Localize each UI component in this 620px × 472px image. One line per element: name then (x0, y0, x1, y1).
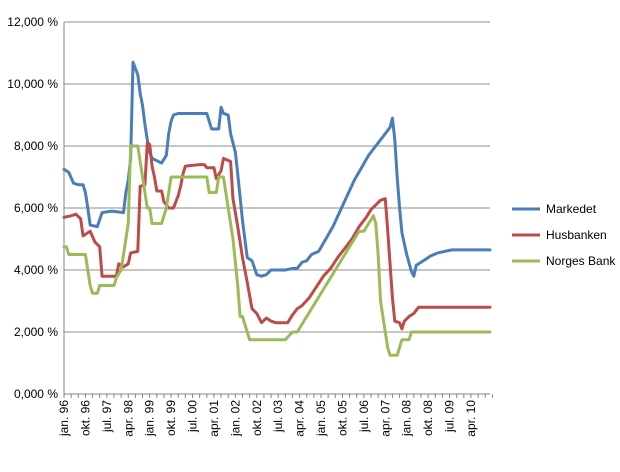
x-tick-label: jul. 06 (357, 400, 371, 433)
legend-label: Husbanken (546, 228, 607, 242)
axes (63, 22, 493, 398)
x-tick-label: jan. 05 (314, 400, 328, 437)
y-tick-label: 10,000 % (7, 77, 58, 91)
x-tick-label: jan. 96 (57, 400, 71, 437)
legend-label: Norges Bank (546, 254, 616, 268)
x-tick-label: apr. 10 (464, 400, 478, 437)
x-tick-label: jul. 09 (443, 400, 457, 433)
series-line-norges-bank (62, 144, 492, 357)
x-tick-label: okt. 99 (164, 400, 178, 436)
x-tick-label: okt. 08 (421, 400, 435, 436)
y-tick-label: 12,000 % (7, 15, 58, 29)
x-tick-label: apr. 01 (207, 400, 221, 437)
x-tick-label: apr. 04 (293, 400, 307, 437)
x-tick-label: apr. 07 (378, 400, 392, 437)
series-lines (62, 60, 492, 357)
series-line-markedet (62, 60, 492, 278)
x-tick-label: okt. 05 (335, 400, 349, 436)
y-tick-label: 0,000 % (14, 387, 58, 401)
y-tick-label: 6,000 % (14, 201, 58, 215)
legend: Markedet Husbanken Norges Bank (512, 202, 616, 268)
x-tick-label: jul. 97 (100, 400, 114, 433)
legend-label: Markedet (546, 202, 597, 216)
x-tick-label: apr. 98 (121, 400, 135, 437)
x-tick-label: jan. 99 (143, 400, 157, 437)
y-tick-labels: 0,000 % 2,000 % 4,000 % 6,000 % 8,000 % 10,00… (7, 15, 58, 401)
x-tick-label: jan. 08 (400, 400, 414, 437)
series-line-husbanken (62, 141, 492, 331)
y-tick-label: 8,000 % (14, 139, 58, 153)
x-tick-label: okt. 02 (250, 400, 264, 436)
x-tick-label: jan. 02 (228, 400, 242, 437)
x-tick-label: jul. 03 (271, 400, 285, 433)
y-tick-label: 2,000 % (14, 325, 58, 339)
x-tick-label: jul. 00 (186, 400, 200, 433)
x-tick-label: okt. 96 (78, 400, 92, 436)
x-tick-labels: jan. 96 okt. 96 jul. 97 apr. 98 jan. 99 okt. … (57, 400, 478, 437)
y-tick-label: 4,000 % (14, 263, 58, 277)
